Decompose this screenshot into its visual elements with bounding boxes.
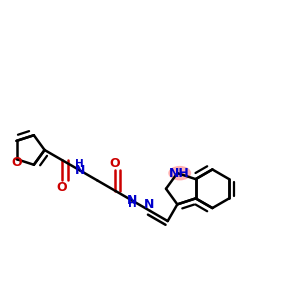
Text: H: H	[75, 159, 84, 169]
Text: N: N	[75, 164, 85, 177]
Text: NH: NH	[169, 167, 190, 180]
Text: N: N	[143, 198, 154, 212]
Text: O: O	[110, 157, 120, 170]
Text: O: O	[11, 156, 22, 169]
Text: H: H	[128, 199, 137, 209]
Ellipse shape	[169, 167, 190, 180]
Text: O: O	[57, 181, 68, 194]
Text: N: N	[127, 194, 138, 207]
